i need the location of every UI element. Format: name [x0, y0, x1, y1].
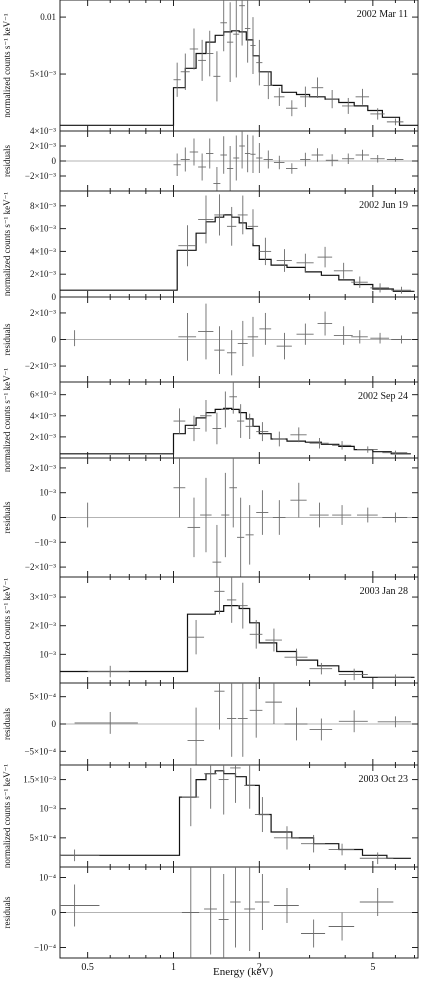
spectrum-panel-3: 2×10⁻³ 4×10⁻³ 6×10⁻³ 2002 Sep 24 normalized …	[2, 368, 419, 578]
y-tick-label: 5×10⁻⁴	[30, 692, 56, 702]
spectrum-panel-4: 10⁻³ 2×10⁻³ 3×10⁻³ 2003 Jan 28 normalized co…	[2, 576, 419, 766]
model-step-line	[60, 407, 411, 455]
x-tick-label: 0.5	[81, 962, 94, 973]
residual-axis-label: residuals	[2, 145, 12, 177]
y-tick-label: 0	[52, 908, 57, 918]
y-tick-label: −10⁻⁴	[34, 943, 56, 953]
y-tick-label: 2×10⁻³	[30, 621, 56, 631]
y-tick-label: 6×10⁻³	[30, 390, 56, 400]
y-tick-label: −10⁻³	[34, 537, 56, 547]
y-tick-label: 2×10⁻³	[30, 141, 56, 151]
y-tick-label: 2×10⁻³	[30, 463, 56, 473]
epoch-label: 2002 Sep 24	[358, 391, 408, 402]
y-axis-label: normalized counts s⁻¹ keV⁻¹	[2, 368, 12, 472]
epoch-label: 2002 Mar 11	[357, 9, 408, 20]
y-tick-label: 2×10⁻³	[30, 432, 56, 442]
y-tick-label: 0.01	[40, 12, 56, 22]
y-tick-label: 0	[52, 513, 57, 523]
y-tick-label: 2×10⁻³	[30, 269, 56, 279]
y-tick-label: 10⁻³	[40, 804, 57, 814]
y-tick-label: 5×10⁻³	[30, 69, 56, 79]
y-tick-label: −2×10⁻³	[25, 562, 56, 572]
residual-axis-label: residuals	[2, 323, 12, 355]
y-axis-label: normalized counts s⁻¹ keV⁻¹	[2, 192, 12, 296]
y-tick-label: 0	[52, 156, 57, 166]
y-tick-label: −2×10⁻³	[25, 361, 56, 371]
epoch-label: 2002 Jun 19	[359, 200, 408, 211]
y-tick-label: 2×10⁻³	[30, 308, 56, 318]
residual-axis-label: residuals	[2, 896, 12, 928]
y-tick-label: 0	[52, 335, 57, 345]
model-step-line	[60, 30, 418, 126]
spectrum-panel-5: 5×10⁻⁴ 10⁻³ 1.5×10⁻³ 2003 Oct 23 normalized …	[2, 764, 419, 973]
y-tick-label: 4×10⁻³	[30, 411, 56, 421]
x-tick-label: 5	[370, 962, 375, 973]
x-axis-label: Energy (keV)	[213, 966, 273, 978]
epoch-label: 2003 Jan 28	[360, 586, 408, 597]
y-axis-label: normalized counts s⁻¹ keV⁻¹	[2, 13, 12, 117]
y-tick-label: 1.5×10⁻³	[23, 775, 56, 785]
y-tick-label: 10⁻⁴	[39, 873, 56, 883]
y-tick-label: 3×10⁻³	[30, 592, 56, 602]
model-step-line	[60, 605, 415, 678]
y-axis-label: normalized counts s⁻¹ keV⁻¹	[2, 764, 12, 868]
y-tick-label: 6×10⁻³	[30, 224, 56, 234]
model-step-line	[60, 214, 415, 292]
spectrum-panel-2: 0 2×10⁻³ 4×10⁻³ 6×10⁻³ 8×10⁻³ 2002 Jun 19 norm…	[2, 190, 419, 383]
y-axis-label: normalized counts s⁻¹ keV⁻¹	[2, 578, 12, 682]
epoch-label: 2003 Oct 23	[359, 774, 408, 785]
y-tick-label: 4×10⁻³	[30, 246, 56, 256]
y-tick-label: −5×10⁻⁴	[24, 746, 56, 756]
residual-axis-label: residuals	[2, 708, 12, 740]
spectrum-panel-1: 5×10⁻³ 0.01 2002 Mar 11 normalized counts s…	[2, 0, 419, 192]
y-tick-label: 5×10⁻⁴	[30, 833, 56, 843]
y-tick-label: 0	[52, 719, 57, 729]
y-tick-label: 0	[52, 292, 57, 302]
y-tick-label: −2×10⁻³	[25, 171, 56, 181]
x-tick-label: 1	[171, 962, 176, 973]
y-tick-label: 10⁻³	[40, 649, 57, 659]
y-tick-label: 4×10⁻³	[30, 126, 56, 136]
residual-axis-label: residuals	[2, 501, 12, 533]
x-tick-label: 2	[257, 962, 262, 973]
y-tick-label: 10⁻³	[40, 488, 57, 498]
y-tick-label: 8×10⁻³	[30, 201, 56, 211]
